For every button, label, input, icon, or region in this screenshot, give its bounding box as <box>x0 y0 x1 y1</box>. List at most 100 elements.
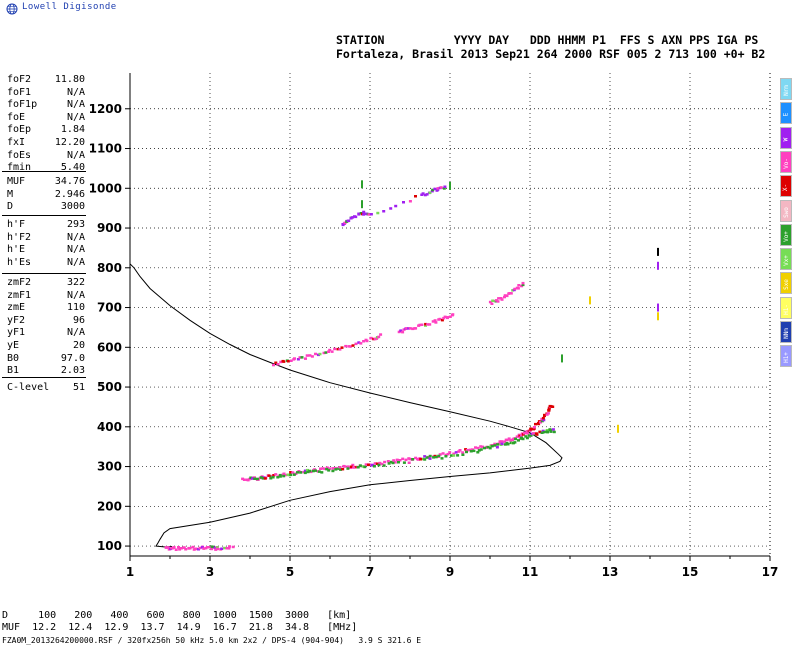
echo-point <box>304 357 307 360</box>
echo-point <box>513 287 517 291</box>
x-tick-label: 11 <box>522 565 539 579</box>
param-row: foF1p N/A <box>0 99 88 111</box>
param-row: B1 2.03 <box>0 365 88 377</box>
echo-point <box>546 430 550 434</box>
echo-point <box>431 320 435 323</box>
param-row: foE N/A <box>0 112 88 124</box>
echo-point <box>286 360 290 363</box>
echo-point <box>523 431 526 435</box>
echo-point <box>242 478 246 481</box>
echo-point <box>303 469 307 472</box>
echo-point <box>440 318 444 322</box>
echo-point <box>343 221 347 225</box>
echo-point <box>421 457 425 461</box>
echo-point <box>458 449 462 452</box>
echo-point <box>317 470 321 473</box>
param-row: fmin 5.40 <box>0 162 88 174</box>
mode-legend-item: E <box>780 102 792 125</box>
density-profile-line <box>129 263 563 548</box>
param-name: h'Es <box>7 256 32 268</box>
echo-point <box>357 213 361 216</box>
echo-point <box>274 361 278 364</box>
echo-point <box>399 329 403 332</box>
echo-point <box>211 545 215 549</box>
echo-point <box>402 328 406 331</box>
param-name: h'F2 <box>7 231 32 243</box>
x-tick-label: 7 <box>366 565 374 579</box>
echo-point <box>442 316 446 320</box>
echo-point <box>379 333 383 336</box>
echo-point <box>373 462 377 465</box>
param-row: B0 97.0 <box>0 353 88 365</box>
echo-point <box>503 440 507 443</box>
echo-point <box>220 547 224 550</box>
param-row: h'E N/A <box>0 244 88 256</box>
echo-point <box>532 432 535 435</box>
echo-point <box>521 433 525 436</box>
echo-point <box>377 335 381 339</box>
echo-point <box>465 449 469 452</box>
echo-point <box>408 327 412 330</box>
echo-point <box>418 323 422 327</box>
echo-point <box>357 341 361 344</box>
brand-label: Lowell Digisonde <box>22 2 117 12</box>
echo-point <box>407 327 411 330</box>
echo-point <box>452 452 456 455</box>
param-value: 34.76 <box>54 176 85 187</box>
echo-point <box>503 294 507 297</box>
param-name: foE <box>7 111 26 123</box>
echo-point <box>241 477 245 481</box>
echo-point <box>361 465 365 468</box>
echo-point <box>393 461 397 464</box>
echo-point <box>188 547 192 550</box>
echo-point <box>351 216 355 219</box>
echo-point <box>505 438 509 442</box>
echo-point <box>493 444 497 447</box>
echo-point <box>363 465 367 469</box>
echo-point <box>404 458 408 462</box>
divider <box>2 377 86 378</box>
echo-point <box>334 468 338 471</box>
echo-point <box>341 467 345 471</box>
echo-point <box>448 451 452 454</box>
echo-point <box>306 470 310 474</box>
mode-legend-item: Sxe <box>780 272 792 295</box>
echo-point <box>428 457 432 460</box>
echo-point <box>516 287 520 290</box>
param-value: 12.20 <box>54 137 85 148</box>
echo-point <box>346 465 350 468</box>
param-name: yE <box>7 340 20 351</box>
echo-point <box>509 292 513 295</box>
echo-point <box>370 464 374 467</box>
echo-point <box>347 219 351 222</box>
mode-legend-item: Vo+ <box>780 223 792 246</box>
echo-point <box>322 351 326 355</box>
echo-point <box>333 347 337 351</box>
echo-point <box>450 454 453 457</box>
echo-point <box>469 450 473 453</box>
echo-point <box>303 471 307 475</box>
echo-point <box>408 200 412 203</box>
echo-point <box>477 449 481 452</box>
echo-point <box>296 358 300 361</box>
echo-point <box>426 323 430 326</box>
echo-point <box>179 547 183 550</box>
echo-point <box>214 548 218 551</box>
echo-point <box>375 462 379 465</box>
param-value: 97.0 <box>60 352 85 364</box>
echo-point <box>248 477 252 481</box>
echo-point <box>543 413 546 417</box>
y-tick-label: 600 <box>97 340 122 354</box>
echo-point <box>486 445 490 449</box>
mode-label: Nrm <box>782 85 790 96</box>
echo-point <box>344 344 348 348</box>
echo-point <box>227 547 231 550</box>
echo-point <box>508 292 512 295</box>
param-row: h'F 293 <box>0 219 88 231</box>
param-value: N/A <box>66 231 85 243</box>
echo-point <box>424 324 427 327</box>
param-name: foF1p <box>7 99 38 111</box>
echo-point <box>352 466 356 469</box>
echo-point <box>369 336 373 340</box>
mode-label: H1- <box>782 303 790 315</box>
